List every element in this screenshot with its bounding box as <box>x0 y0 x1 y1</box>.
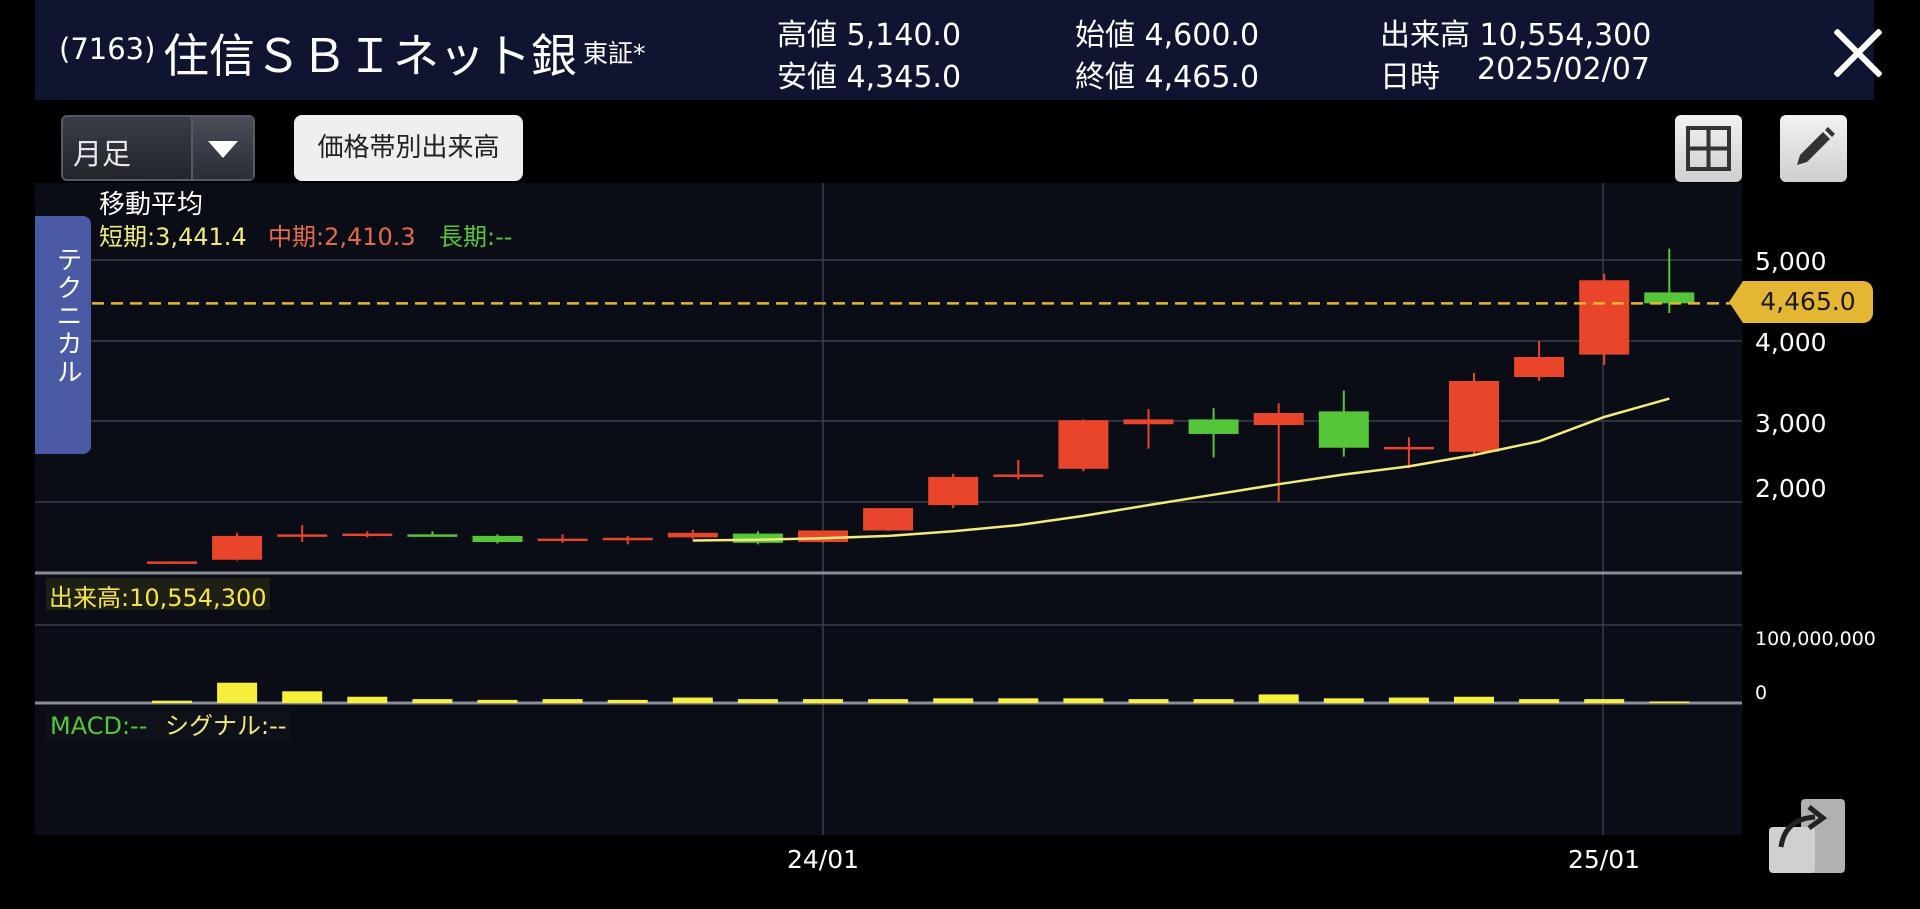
candle-body <box>667 532 718 538</box>
candle-body <box>1318 411 1369 448</box>
candle-body <box>602 537 653 541</box>
volume-bar <box>1193 699 1234 703</box>
volume-bar <box>868 699 909 703</box>
candle-body <box>537 538 588 542</box>
volume-bar <box>998 698 1039 703</box>
ma-long: 長期:-- <box>439 223 513 251</box>
chevron-down-icon[interactable] <box>191 117 253 179</box>
y-tick: 2,000 <box>1755 474 1827 503</box>
candle-body <box>993 474 1044 477</box>
volume-bar <box>607 699 648 703</box>
volume-bar <box>1323 698 1364 703</box>
share-button[interactable] <box>1767 797 1848 878</box>
moving-average-legend: 移動平均 短期:3,441.4 中期:2,410.3 長期:-- <box>92 183 535 251</box>
market-label: 東証* <box>583 39 646 68</box>
candle-body <box>1449 381 1499 452</box>
volume-bar <box>1063 698 1104 703</box>
macd-legend: MACD:-- シグナル:-- <box>46 706 291 741</box>
volume-bar <box>412 699 453 703</box>
current-price-badge: 4,465.0 <box>1729 281 1873 323</box>
candle-body <box>212 535 263 560</box>
candle-body <box>277 534 328 537</box>
volume-bar <box>737 699 778 703</box>
layout-grid-button[interactable] <box>1675 115 1742 182</box>
ma-title: 移動平均 <box>99 190 204 220</box>
y-tick: 4,000 <box>1755 328 1827 357</box>
close-price: 終値 4,465.0 <box>1075 60 1260 95</box>
stock-header: (7163) 住信ＳＢＩネット銀 東証* 高値 5,140.0 安値 4,345… <box>35 0 1874 100</box>
high-price: 高値 5,140.0 <box>777 18 962 53</box>
y-tick: 5,000 <box>1755 247 1827 276</box>
stock-code: (7163) <box>59 32 156 66</box>
volume-profile-button[interactable]: 価格帯別出来高 <box>294 115 523 181</box>
stock-name: 住信ＳＢＩネット銀 <box>163 29 577 83</box>
x-tick: 24/01 <box>787 845 860 874</box>
pencil-icon <box>1797 127 1835 165</box>
draw-button[interactable] <box>1780 115 1847 182</box>
low-price: 安値 4,345.0 <box>777 60 962 95</box>
volume-tick: 100,000,000 <box>1755 628 1876 650</box>
y-tick: 3,000 <box>1755 409 1827 438</box>
period-select[interactable]: 月足 <box>61 115 255 181</box>
candle-body <box>732 533 783 543</box>
candle-body <box>1514 357 1565 377</box>
date-value: 2025/02/07 <box>1477 52 1650 87</box>
candle-body <box>863 508 914 531</box>
ma-short-line <box>692 397 1670 542</box>
volume-bar <box>477 699 518 703</box>
close-icon[interactable] <box>1830 25 1886 81</box>
candle-body <box>342 533 393 537</box>
technical-tab[interactable]: テクニカル <box>35 216 91 454</box>
volume-bar <box>1519 699 1560 703</box>
open-price: 始値 4,600.0 <box>1075 18 1260 53</box>
macd-value: MACD:-- <box>50 712 148 740</box>
candle-body <box>147 561 197 564</box>
volume-bar <box>1454 696 1494 703</box>
volume-bar <box>1649 701 1690 703</box>
volume-bar <box>933 698 974 703</box>
volume-legend: 出来高:10,554,300 <box>46 578 270 612</box>
candle-body <box>1253 413 1304 426</box>
volume-bar <box>217 682 258 703</box>
candle-body <box>1058 420 1109 469</box>
technical-tab-label: テクニカル <box>52 246 82 386</box>
candle-body <box>472 535 523 543</box>
volume-bar <box>347 696 388 703</box>
volume-bar <box>1584 699 1625 703</box>
candle-body <box>1579 280 1630 355</box>
volume-bar <box>803 699 843 703</box>
candle-body <box>1644 292 1695 304</box>
volume-stat: 出来高 10,554,300 <box>1380 18 1652 53</box>
volume-bar <box>672 697 713 703</box>
candle-body <box>407 534 458 537</box>
ma-short: 短期:3,441.4 <box>99 223 247 251</box>
volume-bar <box>542 699 583 703</box>
candle-body <box>1188 419 1239 434</box>
volume-tick: 0 <box>1755 682 1768 704</box>
ma-mid: 中期:2,410.3 <box>268 223 416 251</box>
macd-signal: シグナル:-- <box>165 712 287 740</box>
candle-body <box>1123 419 1174 425</box>
candle-body <box>1383 446 1434 450</box>
volume-bar <box>282 691 323 703</box>
volume-bar <box>152 700 192 703</box>
grid-icon <box>1686 126 1731 171</box>
candle-body <box>798 530 848 543</box>
volume-bar <box>1128 699 1169 703</box>
volume-bar <box>1258 694 1299 703</box>
period-label: 月足 <box>73 137 132 171</box>
date-label: 日時 <box>1380 60 1440 95</box>
x-tick: 25/01 <box>1568 845 1641 874</box>
candle-body <box>928 476 979 506</box>
share-icon <box>1769 799 1845 873</box>
volume-bar <box>1388 697 1429 703</box>
